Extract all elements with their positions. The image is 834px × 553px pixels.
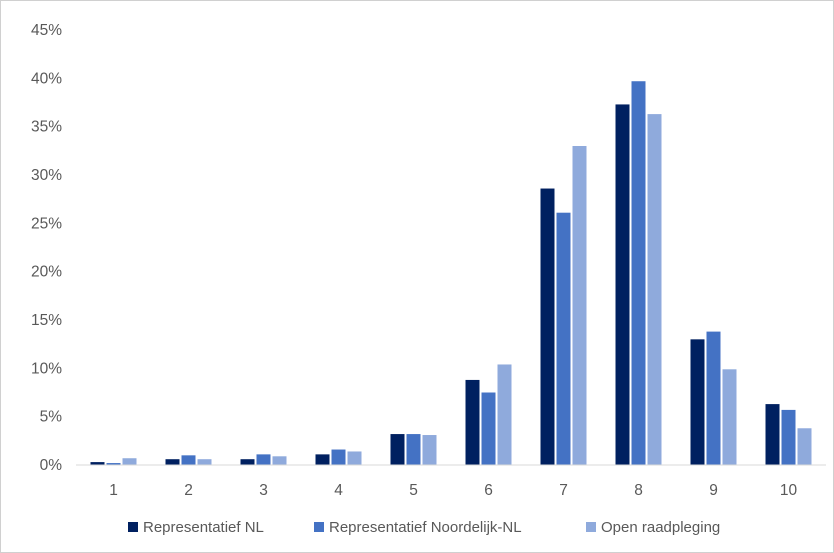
bar (165, 459, 180, 465)
legend: Representatief NL Representatief Noordeli… (128, 519, 720, 536)
x-tick-label: 3 (259, 482, 268, 499)
bar-series-group (90, 81, 812, 466)
bar (347, 451, 362, 465)
bar (106, 463, 121, 465)
x-tick-label: 6 (484, 482, 493, 499)
bar (797, 428, 812, 465)
legend-swatch (586, 522, 596, 532)
bar (90, 462, 105, 465)
legend-swatch (128, 522, 138, 532)
y-tick-label: 15% (31, 312, 62, 329)
y-tick-label: 0% (40, 457, 63, 474)
bar (315, 454, 330, 465)
x-tick-label: 9 (709, 482, 718, 499)
y-tick-label: 35% (31, 119, 62, 136)
bar (240, 459, 255, 465)
bar (181, 455, 196, 465)
legend-label: Open raadpleging (601, 519, 720, 536)
x-tick-label: 1 (109, 482, 118, 499)
legend-label: Representatief NL (143, 519, 264, 536)
bar (690, 339, 705, 465)
bar (722, 369, 737, 465)
bar (331, 449, 346, 465)
x-tick-label: 5 (409, 482, 418, 499)
bar (481, 392, 496, 465)
x-tick-label: 10 (780, 482, 798, 499)
bar (197, 459, 212, 465)
bar (256, 454, 271, 465)
y-tick-label: 10% (31, 360, 62, 377)
bar (272, 456, 287, 465)
bar (572, 146, 587, 465)
x-tick-label: 4 (334, 482, 343, 499)
bar (422, 435, 437, 465)
legend-label: Representatief Noordelijk-NL (329, 519, 522, 536)
y-tick-label: 45% (31, 22, 62, 39)
bar (615, 104, 630, 465)
bar (781, 409, 796, 465)
bar (497, 364, 512, 465)
bar (706, 331, 721, 465)
bar (631, 81, 646, 465)
bar (465, 379, 480, 465)
y-tick-label: 20% (31, 264, 62, 281)
y-tick-label: 40% (31, 70, 62, 87)
y-tick-label: 5% (40, 409, 63, 426)
bar (765, 404, 780, 465)
legend-swatch (314, 522, 324, 532)
y-tick-label: 30% (31, 167, 62, 184)
x-axis-tick-labels: 1 2 3 4 5 6 7 8 9 10 (109, 482, 797, 499)
bar (122, 458, 137, 465)
x-tick-label: 2 (184, 482, 193, 499)
bar (540, 188, 555, 466)
bar (406, 434, 421, 465)
bar (390, 434, 405, 465)
x-tick-label: 8 (634, 482, 643, 499)
y-axis-tick-labels: 0% 5% 10% 15% 20% 25% 30% 35% 40% 45% (31, 22, 62, 474)
y-tick-label: 25% (31, 215, 62, 232)
x-tick-label: 7 (559, 482, 568, 499)
bar (556, 212, 571, 465)
bar (647, 114, 662, 465)
